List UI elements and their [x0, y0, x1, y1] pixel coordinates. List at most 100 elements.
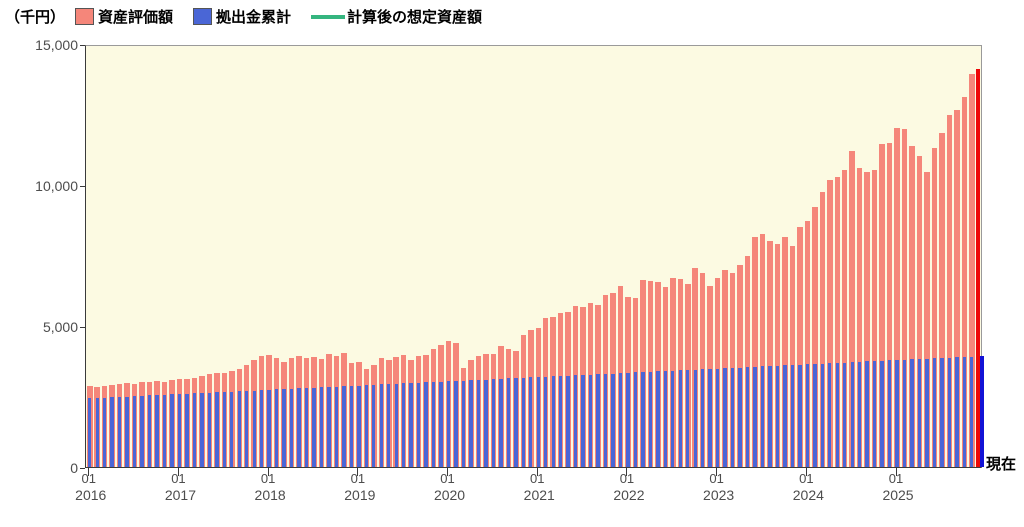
bar-contribution-2023-08 [768, 366, 772, 467]
y-axis-tick-10000 [80, 185, 85, 187]
bar-contribution-2016-07 [132, 396, 137, 467]
bar-asset-2024-12 [886, 143, 893, 467]
bar-contribution-2021-04 [558, 376, 563, 467]
bar-contribution-2025-04 [917, 359, 922, 467]
bar-asset-2025-01 [894, 128, 900, 467]
bar-asset-2024-11 [879, 144, 885, 467]
bar-contribution-2019-02 [364, 385, 369, 467]
bar-contribution-2023-04 [738, 367, 742, 467]
bar-contribution-2017-01 [177, 394, 182, 467]
bar-asset-2024-09 [864, 172, 870, 467]
y-axis-tick-15000 [80, 44, 85, 46]
bar-asset-2023-10 [782, 236, 788, 467]
bar-asset-2024-05 [834, 176, 840, 467]
bar-contribution-2025-09 [955, 357, 959, 467]
bar-contribution-2024-08 [857, 361, 862, 467]
bar-asset-2025-03 [909, 146, 915, 467]
bar-contribution-2022-12 [708, 368, 712, 467]
bar-contribution-2022-01 [626, 372, 630, 467]
bar-contribution-2018-01 [267, 389, 271, 467]
legend-asset-value-label: 資産評価額 [98, 9, 174, 26]
bar-contribution-2016-03 [103, 397, 107, 467]
bar-contribution-2022-03 [641, 372, 645, 467]
bar-contribution-2018-11 [342, 386, 346, 467]
legend-item-contributions: 拠出金累計 [193, 6, 291, 27]
bar-contribution-2019-06 [394, 383, 398, 467]
bar-contribution-2020-06 [484, 379, 488, 467]
bar-contribution-2017-08 [230, 391, 234, 467]
bar-contribution-2016-08 [140, 395, 144, 467]
x-axis-month-label-2018: 01 [260, 471, 276, 486]
bar-contribution-2020-07 [491, 379, 496, 467]
x-axis-year-label-2017: 2017 [164, 487, 197, 503]
bar-asset-2023-04 [737, 264, 743, 467]
bar-contribution-2019-10 [424, 382, 428, 467]
bar-contribution-current-2025-12 [979, 356, 984, 467]
bar-contribution-2024-01 [805, 364, 810, 467]
x-axis-year-label-2021: 2021 [523, 487, 555, 503]
x-axis-month-label-2017: 01 [171, 471, 186, 486]
bar-contribution-2019-12 [439, 381, 443, 467]
bar-contribution-2020-11 [521, 377, 525, 467]
bar-asset-2023-06 [752, 236, 758, 467]
plot-area [85, 45, 984, 468]
bar-contribution-2016-11 [162, 394, 167, 467]
bar-contribution-2025-07 [940, 357, 944, 467]
y-axis-tick-5000 [80, 326, 85, 328]
y-axis-label-0: 0 [70, 460, 78, 476]
bar-contribution-2018-06 [304, 388, 309, 467]
x-axis-month-label-2024: 01 [799, 471, 814, 486]
bar-asset-2025-11 [969, 74, 975, 467]
bar-contribution-2017-10 [245, 390, 249, 467]
bar-contribution-2016-12 [170, 394, 174, 467]
bar-asset-2024-06 [841, 169, 848, 467]
bar-contribution-2016-04 [110, 397, 114, 467]
bar-contribution-2024-03 [820, 363, 824, 467]
x-axis-year-label-2016: 2016 [75, 487, 107, 503]
bar-asset-2025-02 [901, 129, 908, 467]
bar-contribution-2020-10 [514, 378, 518, 467]
bar-contribution-2023-09 [775, 365, 780, 467]
contributions-swatch-icon [193, 8, 213, 25]
bar-contribution-2018-05 [297, 388, 301, 467]
bar-contribution-2021-07 [581, 374, 585, 467]
bar-contribution-2017-03 [192, 393, 197, 467]
bar-contribution-2018-03 [282, 389, 286, 467]
chart-legend: （千円） 資産評価額 拠出金累計 計算後の想定資産額 [5, 6, 502, 27]
bar-contribution-2023-11 [790, 365, 795, 467]
x-axis-tick-2022 [626, 468, 628, 476]
bar-contribution-2017-06 [215, 392, 219, 467]
legend-item-asset-value: 資産評価額 [75, 6, 173, 27]
bar-asset-2025-04 [916, 156, 923, 467]
bar-contribution-2019-09 [416, 382, 421, 467]
bar-asset-2025-07 [939, 133, 945, 467]
x-axis-year-label-2022: 2022 [613, 487, 645, 503]
bar-contribution-2025-08 [947, 357, 952, 467]
x-axis-tick-2018 [267, 468, 269, 476]
bar-contribution-2024-10 [872, 361, 877, 467]
bar-asset-2024-01 [804, 221, 811, 467]
bar-contribution-2016-05 [117, 396, 122, 467]
y-axis-tick-0 [80, 467, 85, 469]
bar-contribution-2023-12 [798, 364, 802, 467]
bar-contribution-2021-01 [536, 377, 540, 467]
bar-contribution-2020-09 [506, 378, 511, 467]
bar-contribution-2020-08 [499, 378, 503, 467]
y-axis-label-15000: 15,000 [35, 37, 78, 53]
x-axis-tick-2023 [716, 468, 718, 476]
bar-asset-2025-10 [961, 96, 968, 467]
bar-asset-2023-11 [789, 245, 796, 467]
bar-contribution-2024-12 [887, 360, 892, 467]
bar-contribution-2018-09 [327, 386, 331, 467]
x-axis-tick-2019 [357, 468, 359, 476]
x-axis-tick-2017 [177, 468, 179, 476]
bar-contribution-2019-01 [357, 385, 361, 467]
bar-contribution-2017-05 [207, 392, 212, 467]
x-axis-month-label-2021: 01 [530, 471, 545, 486]
bar-asset-2025-08 [946, 114, 953, 467]
bar-asset-2024-04 [827, 179, 833, 467]
bar-contribution-2018-12 [349, 385, 354, 467]
bar-contribution-2024-04 [828, 363, 832, 467]
x-axis-tick-2016 [88, 468, 90, 476]
